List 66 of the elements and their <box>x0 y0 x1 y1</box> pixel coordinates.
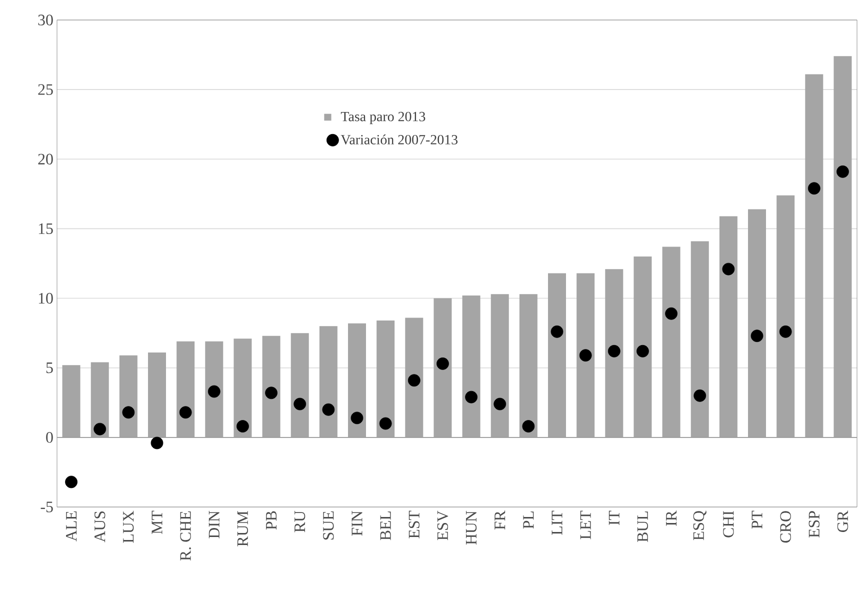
x-tick-label: AUS <box>94 512 106 542</box>
point <box>694 389 706 402</box>
point <box>465 390 478 404</box>
x-tick-label: LET <box>580 510 591 540</box>
y-tick-label: 30 <box>38 14 53 26</box>
x-tick-label: IR <box>666 510 677 526</box>
point <box>294 398 306 410</box>
point <box>236 420 249 432</box>
point <box>408 374 420 387</box>
x-tick-label: LIT <box>552 510 562 535</box>
point <box>94 422 106 436</box>
point <box>436 357 449 370</box>
point <box>750 330 764 342</box>
point <box>636 344 649 358</box>
point <box>179 406 192 419</box>
x-tick-label: FR <box>494 510 506 530</box>
point <box>350 412 364 424</box>
y-tick-label: -5 <box>40 502 53 512</box>
x-tick-label: FIN <box>352 510 362 536</box>
point <box>836 165 849 178</box>
y-tick-label: 15 <box>38 223 53 234</box>
x-tick-label: PL <box>523 511 534 529</box>
x-tick-label: BUL <box>637 511 648 542</box>
y-tick-label: 10 <box>38 292 53 304</box>
x-tick-label: PT <box>752 510 762 529</box>
legend-label: Variación 2007-2013 <box>340 134 458 144</box>
x-tick-label: MT <box>152 510 162 534</box>
y-tick-label: 20 <box>38 154 53 165</box>
point <box>808 182 820 195</box>
x-tick-label: BEL <box>380 511 391 540</box>
legend-label: Tasa paro 2013 <box>340 112 426 124</box>
y-tick-label: 25 <box>38 84 53 95</box>
point <box>608 344 620 358</box>
point <box>579 349 592 362</box>
point <box>550 325 564 338</box>
point <box>122 406 135 419</box>
point <box>65 476 78 488</box>
x-tick-label: IT <box>608 510 620 525</box>
x-tick-label: DIN <box>208 510 220 538</box>
point <box>379 417 392 430</box>
x-tick-label: ESP <box>808 511 820 538</box>
point <box>779 325 792 338</box>
y-tick-label: 0 <box>46 432 53 443</box>
x-tick-label: SUE <box>323 511 334 540</box>
point <box>208 385 220 398</box>
x-tick-label: R. CHE <box>180 511 191 561</box>
x-tick-label: CRO <box>780 511 791 543</box>
x-tick-label: LUX <box>123 510 134 543</box>
x-tick-label: HUN <box>466 510 477 545</box>
point <box>522 420 535 432</box>
point <box>722 262 735 276</box>
x-tick-label: ESV <box>437 510 448 540</box>
point <box>265 386 278 400</box>
x-tick-label: ALE <box>66 511 77 542</box>
x-tick-label: CHI <box>723 511 734 538</box>
x-tick-label: GR <box>837 510 848 532</box>
point <box>665 307 678 320</box>
x-tick-label: RU <box>294 510 306 532</box>
x-tick-label: EST <box>408 510 420 538</box>
x-tick-label: ESQ <box>693 510 706 540</box>
x-tick-label: RUM <box>237 510 248 546</box>
point <box>150 436 164 450</box>
point <box>494 398 506 410</box>
x-tick-label: PB <box>266 511 277 530</box>
y-tick-label: 5 <box>46 362 53 374</box>
point <box>322 403 335 416</box>
